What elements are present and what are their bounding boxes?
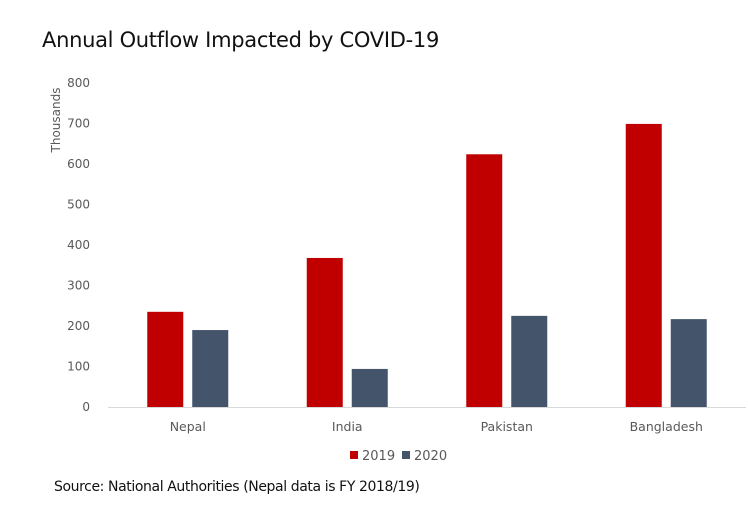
bar-pakistan-2019 xyxy=(466,154,503,407)
y-tick-label: 300 xyxy=(67,279,90,293)
bar-nepal-2019 xyxy=(147,311,184,407)
y-tick-label: 500 xyxy=(67,198,90,212)
bar-bangladesh-2019 xyxy=(625,123,662,407)
bar-india-2020 xyxy=(351,368,388,407)
x-category-label: Bangladesh xyxy=(630,419,703,434)
y-tick-label: 0 xyxy=(82,400,90,414)
y-axis-label: Thousands xyxy=(49,88,63,154)
x-axis-categories: Nepal India Pakistan Bangladesh xyxy=(170,419,703,434)
x-category-label: India xyxy=(332,419,363,434)
y-tick-label: 400 xyxy=(67,238,90,252)
bar-bangladesh-2020 xyxy=(670,319,707,407)
bar-nepal-2020 xyxy=(192,330,229,407)
y-tick-label: 200 xyxy=(67,319,90,333)
legend-swatch-2019 xyxy=(350,451,358,459)
bar-india-2019 xyxy=(306,257,343,407)
bar-pakistan-2020 xyxy=(511,315,548,407)
legend: 2019 2020 xyxy=(350,449,447,464)
x-category-label: Nepal xyxy=(170,419,206,434)
legend-label-2020: 2020 xyxy=(414,449,447,464)
chart-title: Annual Outflow Impacted by COVID-19 xyxy=(42,28,440,52)
x-category-label: Pakistan xyxy=(481,419,533,434)
y-tick-label: 100 xyxy=(67,360,90,374)
legend-swatch-2020 xyxy=(402,451,410,459)
y-tick-label: 600 xyxy=(67,157,90,171)
bars xyxy=(147,123,707,407)
y-tick-label: 800 xyxy=(67,76,90,90)
y-axis-ticks: 0 100 200 300 400 500 600 700 800 xyxy=(67,76,90,414)
y-tick-label: 700 xyxy=(67,117,90,131)
legend-label-2019: 2019 xyxy=(362,449,395,464)
source-note: Source: National Authorities (Nepal data… xyxy=(54,479,420,495)
